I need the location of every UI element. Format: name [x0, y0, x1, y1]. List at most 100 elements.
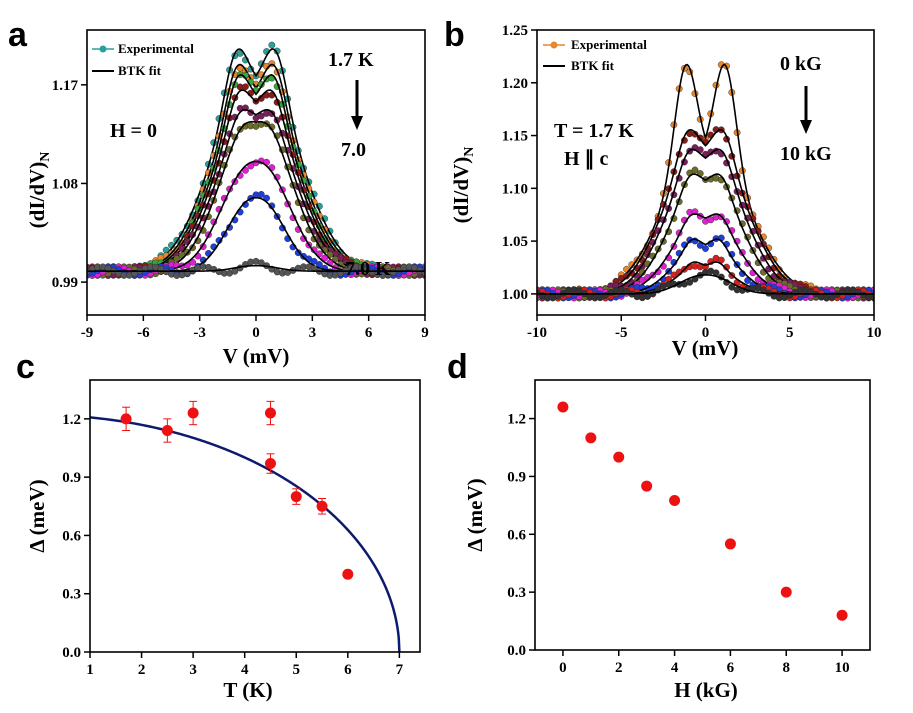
- x-tick-label: 9: [421, 325, 429, 341]
- y-tick-label: 0.0: [507, 643, 526, 659]
- y-tick-label: 1.08: [52, 176, 78, 192]
- panel-a-label: a: [8, 16, 28, 54]
- panel-a-ticks: -9 -6 -3 0 3 6 9 0.99 1.08 1.17: [52, 78, 429, 341]
- data-point: [161, 425, 173, 437]
- data-point: [691, 130, 699, 138]
- panel-a: -9 -6 -3 0 3 6 9 0.99 1.08 1.17 a V (mV) (dI/dV)N…: [8, 16, 429, 368]
- data-point: [691, 166, 699, 174]
- y-tick-label: 1.00: [502, 287, 528, 303]
- data-point: [257, 190, 265, 198]
- series-3-kG: [537, 166, 874, 302]
- x-tick-label: 0: [702, 325, 710, 341]
- x-tick-label: 10: [835, 660, 850, 676]
- data-point: [585, 432, 597, 444]
- x-tick-label: 4: [671, 660, 679, 676]
- data-point: [242, 83, 249, 91]
- panel-b-field-end: 10 kG: [780, 143, 832, 165]
- y-tick-label: 1.20: [502, 76, 528, 92]
- data-point: [836, 609, 848, 621]
- panel-d-frame: [534, 379, 871, 651]
- x-tick-label: 6: [727, 660, 735, 676]
- x-tick-label: 6: [344, 662, 352, 678]
- panel-b-ticks: -10 -5 0 5 10 1.00 1.05 1.10 1.15 1.20 1.25: [502, 23, 882, 341]
- panel-b-temp: T = 1.7 K: [554, 120, 634, 142]
- y-tick-label: 1.17: [52, 78, 79, 94]
- x-tick-label: 8: [783, 660, 791, 676]
- panel-c: 1 2 3 4 5 6 7 0.0 0.3 0.6 0.9 1.2 c T (K) Δ (meV): [16, 348, 421, 702]
- x-tick-label: -5: [615, 325, 628, 341]
- data-point: [780, 586, 792, 598]
- panel-c-xlabel: T (K): [223, 678, 272, 702]
- data-point: [691, 208, 699, 216]
- legend-a-fit-text: BTK fit: [118, 63, 162, 78]
- x-tick-label: 7: [396, 662, 404, 678]
- panel-a-temp-start: 1.7 K: [328, 49, 374, 71]
- y-tick-label: 1.2: [507, 412, 526, 428]
- panel-b-orientation: H ∥ c: [564, 148, 609, 170]
- y-tick-label: 0.0: [62, 645, 81, 661]
- x-tick-label: -6: [137, 325, 150, 341]
- panel-d-ylabel: Δ (meV): [463, 478, 487, 551]
- panel-b: -10 -5 0 5 10 1.00 1.05 1.10 1.15 1.20 1.25 b V (m…: [444, 16, 882, 360]
- data-point: [264, 407, 276, 419]
- panel-b-label: b: [444, 16, 465, 54]
- panel-c-plot: [90, 400, 401, 652]
- data-point: [686, 278, 694, 286]
- panel-c-ticks: 1 2 3 4 5 6 7 0.0 0.3 0.6 0.9 1.2: [62, 412, 403, 678]
- panel-b-xlabel: V (mV): [672, 336, 739, 360]
- panel-a-field: H = 0: [110, 120, 157, 142]
- x-tick-label: 0: [252, 325, 260, 341]
- panel-b-legend: Experimental BTK fit: [543, 37, 647, 73]
- data-point: [316, 500, 328, 512]
- x-tick-label: 3: [189, 662, 197, 678]
- legend-a-exp-marker: [99, 45, 107, 53]
- data-point: [321, 254, 329, 262]
- x-tick-label: -3: [193, 325, 206, 341]
- x-tick-label: 10: [867, 325, 882, 341]
- data-point: [638, 276, 646, 284]
- data-point: [189, 258, 197, 266]
- y-tick-label: 0.9: [62, 470, 81, 486]
- x-tick-label: 6: [365, 325, 373, 341]
- y-tick-label: 1.2: [62, 412, 81, 428]
- panel-a-legend: Experimental BTK fit: [92, 41, 194, 78]
- data-point: [120, 413, 132, 425]
- legend-b-exp-text: Experimental: [571, 37, 647, 52]
- btk-fit-line: [87, 264, 425, 272]
- x-tick-label: 0: [559, 660, 567, 676]
- y-tick-label: 1.10: [502, 181, 528, 197]
- data-point: [187, 407, 199, 419]
- panel-d: 0 2 4 6 8 10 0.0 0.3 0.6 0.9 1.2 d H (kG) Δ (meV): [447, 348, 871, 702]
- panel-a-plot: [87, 41, 425, 279]
- panel-d-ticks: 0 2 4 6 8 10 0.0 0.3 0.6 0.9 1.2: [507, 412, 849, 676]
- x-tick-label: 4: [241, 662, 249, 678]
- panel-d-plot: [557, 401, 848, 621]
- panel-a-temp-end: 7.0: [341, 139, 366, 161]
- panel-a-arrow-head: [351, 116, 363, 130]
- data-point: [268, 41, 276, 49]
- data-point: [669, 495, 681, 507]
- x-tick-label: 5: [786, 325, 794, 341]
- y-tick-label: 0.9: [507, 469, 526, 485]
- y-tick-label: 1.25: [502, 23, 528, 39]
- panel-a-ylabel-sub: N: [38, 152, 53, 162]
- panel-b-arrow-head: [800, 120, 812, 134]
- data-point: [623, 272, 630, 280]
- btk-fit-line: [537, 213, 874, 295]
- y-tick-label: 0.3: [62, 587, 81, 603]
- y-tick-label: 0.6: [507, 527, 526, 543]
- panel-b-field-start: 0 kG: [780, 53, 822, 75]
- data-point: [641, 480, 653, 492]
- data-point: [613, 451, 625, 463]
- legend-b-fit-text: BTK fit: [571, 58, 615, 73]
- panel-d-label: d: [447, 348, 468, 386]
- y-tick-label: 1.05: [502, 234, 528, 250]
- panel-a-low-curve-label: 7.0 K: [345, 258, 391, 280]
- panel-b-ylabel-sub: N: [462, 147, 477, 157]
- data-point: [670, 271, 678, 279]
- panel-a-xlabel: V (mV): [223, 344, 290, 368]
- data-point: [173, 255, 181, 263]
- panel-c-frame: [89, 379, 421, 653]
